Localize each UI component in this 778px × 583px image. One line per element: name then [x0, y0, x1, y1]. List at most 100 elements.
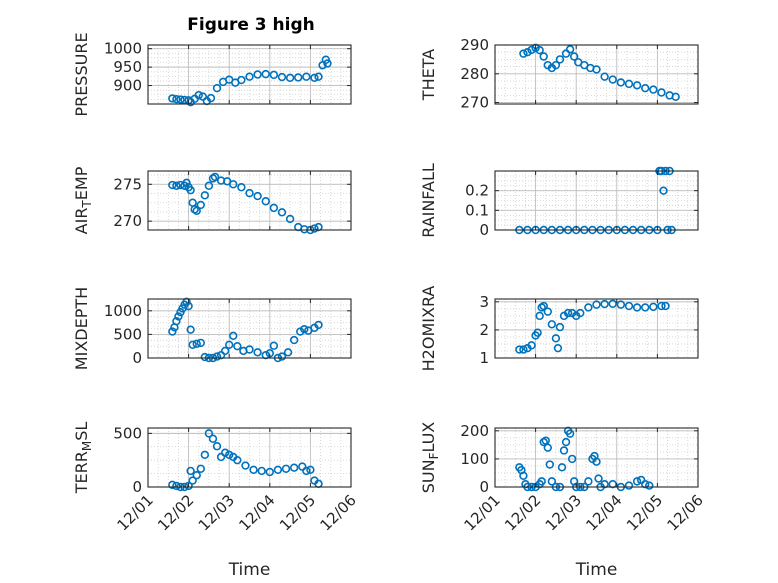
y-tick-label: 270: [460, 94, 489, 112]
data-point: [632, 303, 642, 312]
data-point: [547, 320, 557, 329]
data-point: [661, 301, 670, 311]
data-point: [196, 464, 205, 473]
data-point: [515, 345, 524, 354]
y-axis-label: PRESSURE: [72, 32, 91, 116]
data-point: [565, 429, 575, 438]
data-point: [172, 481, 181, 491]
data-point: [539, 52, 548, 61]
data-point: [537, 477, 546, 486]
data-point: [200, 352, 210, 362]
data-point: [168, 327, 177, 336]
data-point: [657, 301, 666, 311]
y-axis-label: SUNFLUX: [419, 422, 441, 494]
data-point: [192, 206, 201, 216]
data-point: [600, 72, 609, 81]
data-point: [210, 172, 220, 182]
data-point: [649, 85, 658, 94]
data-point: [208, 434, 218, 443]
data-point: [186, 466, 195, 476]
data-point: [253, 348, 262, 357]
data-point: [539, 301, 548, 311]
y-tick-label: 270: [113, 212, 142, 230]
data-point: [245, 188, 254, 198]
data-point: [592, 65, 601, 74]
y-tick-label: 2: [479, 321, 489, 339]
data-point: [671, 92, 680, 102]
y-tick-label: 0: [132, 478, 142, 496]
y-axis-label: H2OMIXRA: [419, 286, 438, 372]
data-point: [641, 83, 650, 93]
subplot-mixdepth: 0 500 1000 MIXDEPTH: [72, 287, 352, 370]
data-point: [624, 301, 634, 311]
data-point: [168, 480, 177, 490]
data-point: [188, 476, 197, 485]
data-point: [261, 197, 270, 206]
axes-frame: [494, 427, 699, 488]
data-point: [600, 479, 609, 489]
data-point: [555, 55, 565, 64]
data-point: [289, 463, 299, 472]
data-point: [645, 481, 654, 490]
data-point: [212, 442, 222, 451]
data-point: [289, 335, 299, 345]
data-point: [192, 339, 201, 349]
data-point: [649, 302, 658, 312]
y-tick-label: 280: [460, 65, 489, 83]
data-point: [194, 90, 203, 100]
data-point: [553, 343, 563, 353]
data-point: [592, 300, 601, 309]
data-point: [294, 73, 303, 82]
data-point: [569, 52, 579, 61]
data-point: [519, 345, 528, 354]
data-point: [245, 72, 254, 81]
data-point: [277, 208, 287, 217]
data-point: [233, 455, 242, 465]
y-tick-label: 500: [113, 325, 142, 343]
data-point: [600, 299, 609, 309]
data-point: [200, 191, 210, 200]
y-tick-label: 0: [479, 478, 489, 496]
y-tick-label: 0: [479, 221, 489, 239]
data-point: [204, 429, 214, 438]
data-point: [527, 45, 536, 55]
data-point: [225, 340, 234, 349]
data-point: [186, 185, 195, 195]
data-point: [310, 224, 319, 233]
data-point: [225, 450, 234, 460]
data-point: [220, 346, 230, 356]
y-tick-label: 200: [460, 422, 489, 440]
data-point: [519, 471, 528, 480]
data-point: [200, 450, 210, 460]
data-point: [204, 181, 214, 190]
y-tick-label: 275: [113, 175, 142, 193]
data-point: [196, 200, 205, 210]
y-tick-label: 1: [479, 349, 489, 367]
data-point: [563, 308, 573, 318]
axes-frame: [147, 44, 352, 105]
subplot-rainfall: 0 0.10.2 RAINFALL: [419, 163, 699, 239]
data-point: [523, 47, 532, 57]
data-point: [174, 312, 183, 321]
y-axis-label: AIRTEMP: [72, 166, 94, 234]
y-tick-label: 1000: [104, 302, 142, 320]
data-point: [196, 338, 205, 348]
data-point: [543, 443, 552, 452]
data-point: [545, 460, 555, 469]
y-tick-label: 900: [113, 77, 142, 95]
data-point: [641, 479, 650, 489]
data-point: [592, 457, 601, 466]
data-point: [559, 446, 569, 455]
y-tick-label: 0.2: [465, 182, 489, 200]
data-point: [237, 183, 246, 192]
data-point: [168, 180, 177, 190]
data-point: [277, 352, 287, 361]
axes-frame: [147, 170, 352, 231]
figure-title: Figure 3 high: [187, 15, 315, 35]
data-point: [535, 45, 544, 55]
x-axis-label: Time: [575, 560, 618, 580]
data-point: [285, 73, 295, 83]
y-axis-label: MIXDEPTH: [72, 287, 91, 370]
